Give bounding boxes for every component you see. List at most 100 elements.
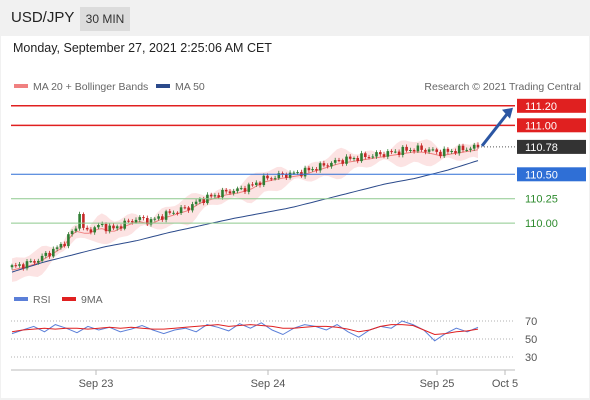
candle-body	[217, 195, 220, 198]
candle-body	[63, 244, 66, 247]
candle-body	[307, 167, 311, 171]
candle-body	[224, 189, 228, 192]
candle-body	[85, 227, 89, 230]
ma50-legend-swatch	[156, 84, 170, 88]
candle-body	[157, 216, 160, 219]
candle-body	[22, 264, 25, 269]
candle-body	[74, 228, 78, 232]
candle-body	[209, 194, 213, 197]
candle-body	[232, 191, 235, 194]
candle-body	[364, 153, 367, 157]
candle-body	[273, 178, 277, 180]
candle-body	[198, 199, 202, 202]
candle-body	[191, 204, 194, 211]
target-arrow-head	[502, 107, 513, 119]
currency-pair-title: USD/JPY	[11, 9, 75, 26]
candle-body	[405, 146, 408, 151]
rsi-ma-legend-label: 9MA	[81, 294, 103, 306]
candle-body	[450, 151, 453, 152]
candle-body	[367, 157, 371, 158]
x-tick-label: Sep 23	[79, 378, 114, 390]
candle-body	[277, 173, 281, 179]
candle-body	[194, 201, 198, 205]
candle-body	[100, 223, 104, 225]
level-label: 110.25	[525, 194, 558, 206]
rsi-legend-swatch	[14, 297, 28, 301]
level-lines: 111.20 111.00 110.78 110.50 110.25 110.00	[11, 98, 586, 230]
candle-body	[442, 148, 446, 157]
candle-body	[172, 212, 175, 214]
candle-body	[296, 172, 299, 174]
candle-body	[326, 165, 329, 167]
level-label: 110.78	[525, 142, 558, 154]
candle-body	[285, 174, 288, 178]
level-label: 110.00	[525, 218, 558, 230]
candle-body	[330, 162, 333, 167]
credit-text: Research © 2021 Trading Central	[424, 81, 581, 93]
candle-body	[239, 188, 243, 190]
rsi-ma-line	[11, 324, 479, 336]
level-label-box	[517, 167, 586, 182]
candle-body	[446, 148, 450, 152]
ma50-legend-label: MA 50	[175, 81, 205, 93]
candle-body	[142, 217, 145, 219]
candle-body	[390, 151, 393, 153]
candle-body	[164, 211, 168, 220]
rsi-legend-label: RSI	[33, 294, 51, 306]
candle-body	[416, 145, 420, 152]
candle-body	[59, 244, 63, 248]
candle-body	[131, 221, 134, 223]
candle-body	[55, 247, 59, 249]
level-label: 111.20	[525, 101, 557, 113]
candle-body	[10, 265, 14, 268]
candle-body	[431, 149, 435, 151]
candle-body	[270, 178, 273, 180]
candle-body	[14, 265, 18, 267]
candle-body	[78, 214, 81, 229]
candle-body	[379, 152, 382, 155]
candle-body	[127, 220, 130, 222]
target-arrow	[480, 107, 513, 147]
x-axis: Sep 23 Sep 24 Sep 25 Oct 5	[11, 369, 518, 390]
candle-body	[476, 144, 480, 148]
x-tick-label: Sep 25	[420, 378, 455, 390]
candle-body	[119, 226, 123, 229]
candle-body	[183, 207, 187, 209]
level-label: 110.50	[525, 169, 558, 181]
candle-body	[266, 175, 269, 179]
level-label-box	[517, 98, 586, 113]
target-arrow-shaft	[480, 111, 510, 147]
candle-body	[472, 144, 476, 149]
timeframe-button[interactable]: 30 MIN	[80, 7, 130, 31]
candle-body	[345, 156, 348, 164]
rsi-level-label: 70	[525, 316, 537, 328]
candle-body	[322, 163, 326, 166]
candle-body	[412, 150, 416, 152]
candle-body	[352, 158, 356, 159]
ma20-legend-swatch	[14, 84, 28, 88]
rsi-level-label: 30	[525, 352, 537, 364]
candle-body	[409, 150, 412, 151]
candle-body	[311, 169, 314, 171]
candle-body	[70, 231, 74, 235]
candle-body	[236, 188, 239, 192]
candle-body	[179, 207, 183, 213]
candle-body	[288, 172, 292, 178]
candle-body	[394, 151, 397, 153]
candle-body	[303, 167, 307, 177]
candle-body	[371, 156, 375, 158]
rsi-line	[11, 320, 479, 342]
candle-body	[104, 223, 108, 232]
ma50-line	[11, 160, 479, 273]
header-bar: USD/JPY 30 MIN	[0, 0, 590, 36]
candle-body	[97, 225, 100, 228]
candle-body	[67, 234, 70, 247]
level-label: 111.00	[525, 120, 557, 132]
candle-body	[420, 145, 423, 150]
candle-body	[401, 146, 405, 155]
candle-body	[318, 163, 322, 171]
candle-body	[138, 217, 142, 220]
rsi-level-label: 50	[525, 334, 537, 346]
candle-body	[161, 216, 164, 220]
legend: MA 20 + Bollinger Bands MA 50 Research ©…	[14, 81, 581, 93]
